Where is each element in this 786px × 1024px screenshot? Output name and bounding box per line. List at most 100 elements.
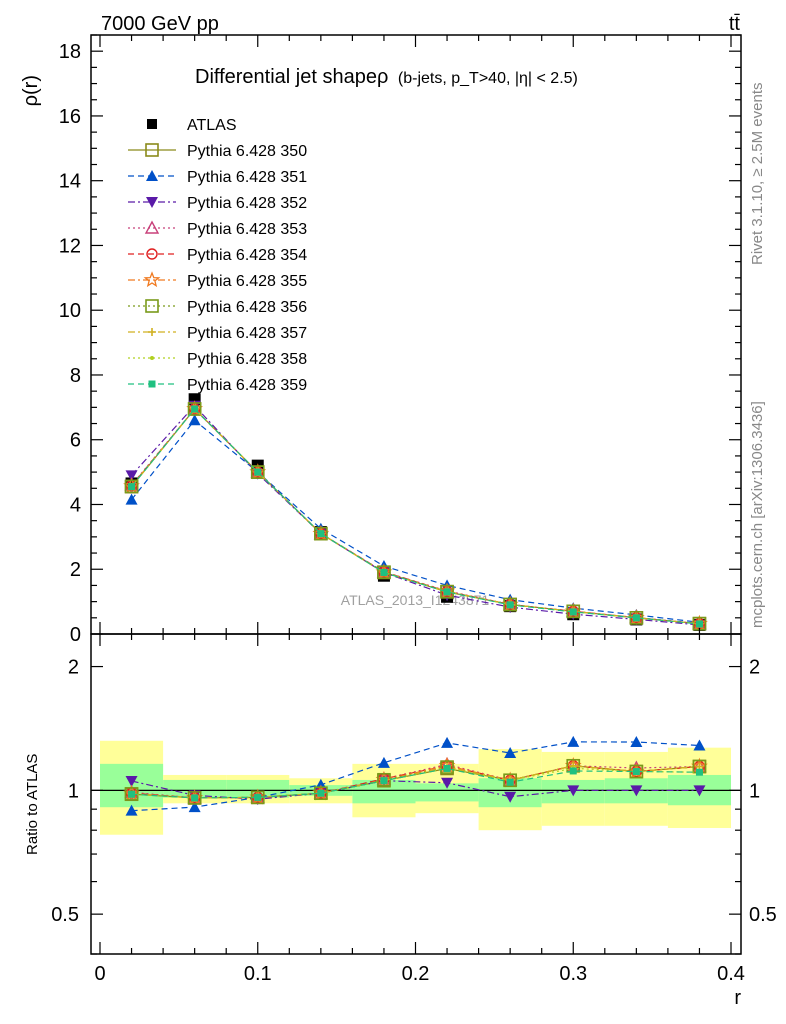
- series-1-ratio-point: [630, 735, 643, 747]
- series-1-ratio-line: [131, 741, 700, 812]
- y-tick-label: 18: [59, 41, 81, 63]
- header-left-label: 7000 GeV pp: [101, 13, 219, 35]
- series-9-point: [254, 468, 262, 476]
- legend-marker: [150, 356, 154, 360]
- series-9-point: [506, 601, 514, 609]
- legend-label: Pythia 6.428 353: [187, 221, 307, 238]
- legend-marker: [144, 220, 160, 234]
- legend-label: Pythia 6.428 359: [187, 377, 307, 394]
- series-9-ratio-point: [632, 768, 640, 776]
- series-9-ratio-point: [506, 778, 514, 786]
- legend-marker: [146, 170, 158, 181]
- y-tick-label: 2: [70, 559, 81, 581]
- series-1-ratio-point: [693, 739, 706, 751]
- y-tick-label: 4: [70, 494, 81, 516]
- series-1-ratio-point: [504, 747, 517, 759]
- ratio-tick-label-right: 1: [749, 780, 760, 802]
- ratio-tick-label: 2: [68, 657, 79, 679]
- series-9-point: [380, 568, 388, 576]
- series-9-ratio-point: [695, 768, 703, 776]
- series-9-point: [632, 614, 640, 622]
- ratio-tick-label-right: 0.5: [749, 904, 777, 926]
- ratio-band-inner: [352, 779, 416, 804]
- x-tick-label: 0.4: [717, 963, 745, 985]
- series-6-point: [124, 479, 139, 494]
- series-4-point: [252, 466, 264, 478]
- series-1-ratio-point: [567, 735, 580, 747]
- series-6-point: [377, 565, 391, 579]
- series-6-ratio-point: [440, 760, 454, 774]
- series-4-ratio-point: [188, 792, 201, 804]
- series-9-ratio-point: [443, 764, 451, 772]
- series-2-ratio-point: [441, 777, 454, 789]
- series-1-point: [125, 493, 138, 505]
- series-2-ratio-point: [693, 785, 706, 797]
- series-9-point: [443, 588, 451, 596]
- chart-title-cuts: (b-jets, p_T>40, |η| < 2.5): [398, 70, 578, 87]
- legend-label: Pythia 6.428 358: [187, 351, 307, 368]
- series-6-ratio-point: [124, 787, 139, 801]
- ratio-tick-label: 1: [68, 780, 79, 802]
- legend-marker: [147, 119, 157, 129]
- legend-label: Pythia 6.428 355: [187, 273, 307, 290]
- series-9-ratio-point: [380, 777, 388, 785]
- series-9-point: [317, 530, 325, 538]
- series-3-ratio-line: [131, 763, 700, 799]
- legend-label: ATLAS: [187, 117, 237, 134]
- legend-entry: ATLAS: [147, 117, 237, 134]
- legend-entry: Pythia 6.428 351: [128, 169, 307, 186]
- series-9-point: [695, 620, 703, 628]
- legend-entry: Pythia 6.428 358: [128, 351, 307, 368]
- x-tick-label: 0.2: [402, 963, 430, 985]
- series-2-line: [131, 404, 700, 626]
- series-2-ratio-point: [125, 776, 138, 788]
- legend-entry: Pythia 6.428 350: [128, 143, 307, 160]
- series-2-ratio-point: [567, 785, 580, 797]
- series-9-point: [128, 483, 136, 491]
- y-tick-label: 14: [59, 171, 81, 193]
- series-2-point: [125, 470, 138, 482]
- series-1-line: [131, 419, 700, 623]
- series-6-line: [131, 408, 700, 625]
- series-6-point: [314, 526, 328, 541]
- legend-label: Pythia 6.428 357: [187, 325, 307, 342]
- legend-marker: [145, 299, 159, 313]
- series-9-ratio-point: [254, 793, 262, 801]
- series-9-ratio-line: [131, 767, 700, 799]
- rivet-version-label: Rivet 3.1.10, ≥ 2.5M events: [749, 83, 766, 266]
- series-9-ratio-point: [191, 794, 199, 802]
- legend-entry: Pythia 6.428 359: [128, 377, 307, 394]
- legend-entry: Pythia 6.428 356: [128, 299, 307, 316]
- y-tick-label: 16: [59, 106, 81, 128]
- y-tick-label: 6: [70, 430, 81, 452]
- series-2-ratio-point: [504, 791, 517, 803]
- series-1-point: [188, 414, 201, 426]
- series-9-line: [131, 408, 700, 625]
- legend: ATLAS Pythia 6.428 350 Pythia 6.428 351 Pyt…: [128, 117, 307, 394]
- main-plot-series: [123, 393, 708, 631]
- series-9-point: [191, 405, 199, 413]
- x-tick-label: 0.3: [559, 963, 587, 985]
- y-tick-label: 0: [70, 624, 81, 646]
- legend-marker: [143, 271, 161, 288]
- legend-entry: Pythia 6.428 352: [128, 195, 307, 212]
- ratio-band-inner: [163, 779, 227, 798]
- x-axis-label: r: [734, 987, 741, 1009]
- x-tick-label: 0: [94, 963, 105, 985]
- series-6-point: [503, 597, 517, 612]
- legend-label: Pythia 6.428 354: [187, 247, 307, 264]
- legend-label: Pythia 6.428 351: [187, 169, 307, 186]
- watermark-label: ATLAS_2013_I1243871: [341, 592, 490, 608]
- series-1-ratio-point: [188, 801, 201, 813]
- x-tick-label: 0.1: [244, 963, 272, 985]
- legend-marker: [146, 248, 158, 260]
- legend-entry: Pythia 6.428 357: [128, 325, 307, 342]
- header-right-label: tt̄: [729, 13, 741, 35]
- ratio-tick-label: 0.5: [51, 904, 79, 926]
- legend-label: Pythia 6.428 356: [187, 299, 307, 316]
- chart-title-main: Differential jet shapeρ: [195, 66, 388, 88]
- series-6-ratio-point: [187, 791, 202, 805]
- series-9-ratio-point: [317, 789, 325, 797]
- legend-entry: Pythia 6.428 355: [128, 271, 307, 290]
